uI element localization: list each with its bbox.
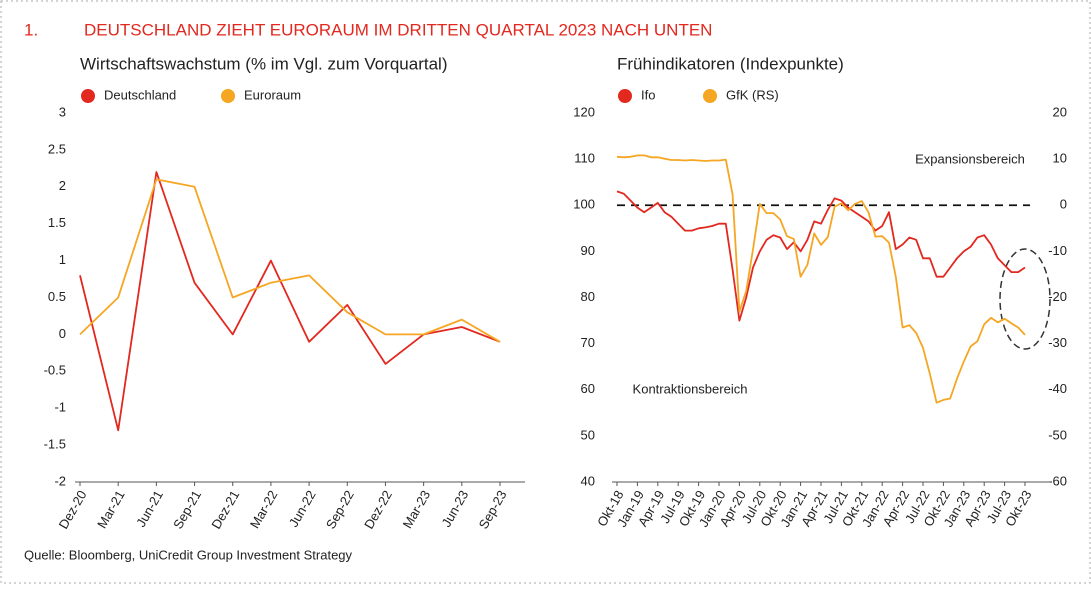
- x-tick-label: Dez-21: [208, 488, 242, 532]
- y2-tick-label: -40: [1048, 381, 1067, 396]
- legend-marker: [221, 89, 235, 103]
- legend-label: Ifo: [641, 87, 655, 102]
- x-tick-label: Jun-23: [439, 488, 472, 530]
- x-tick-label: Mar-21: [94, 488, 128, 531]
- y-tick-label: 90: [581, 243, 595, 258]
- x-tick-label: Dez-20: [56, 488, 90, 532]
- source: Quelle: Bloomberg, UniCredit Group Inves…: [24, 547, 353, 562]
- legend-label: Deutschland: [104, 87, 176, 102]
- series-line: [616, 154, 1026, 404]
- y-tick-label: 2: [59, 178, 66, 193]
- y-tick-label: 100: [573, 197, 595, 212]
- series-line: [79, 171, 501, 432]
- x-tick-label: Dez-22: [361, 488, 395, 532]
- series-line: [79, 178, 501, 343]
- highlight-ellipse: [999, 248, 1051, 350]
- y2-tick-label: -20: [1048, 289, 1067, 304]
- y2-tick-label: 20: [1053, 104, 1067, 119]
- y2-tick-label: -30: [1048, 335, 1067, 350]
- y2-tick-label: -50: [1048, 427, 1067, 442]
- y-tick-label: -1: [54, 400, 66, 415]
- x-tick-label: Sep-23: [476, 488, 510, 532]
- y2-tick-label: -60: [1048, 473, 1067, 488]
- y-tick-label: -0.5: [44, 363, 66, 378]
- y-tick-label: 50: [581, 427, 595, 442]
- y-tick-label: 110: [574, 151, 595, 166]
- legend-label: GfK (RS): [726, 87, 779, 102]
- y-tick-label: 40: [581, 473, 595, 488]
- x-tick-label: Sep-22: [323, 488, 357, 532]
- y-tick-label: 1.5: [48, 215, 66, 230]
- x-tick-label: Sep-21: [170, 488, 204, 532]
- y-tick-label: 80: [581, 289, 595, 304]
- y-tick-label: 120: [573, 104, 595, 119]
- y-tick-label: -2: [54, 473, 66, 488]
- y-tick-label: 70: [581, 335, 595, 350]
- annotation: Expansionsbereich: [915, 151, 1025, 166]
- legend-marker: [618, 89, 632, 103]
- legend-marker: [81, 89, 95, 103]
- y-tick-label: -1.5: [44, 437, 66, 452]
- chart-title: Frühindikatoren (Indexpunkte): [617, 54, 844, 73]
- y-tick-label: 0: [59, 326, 66, 341]
- x-tick-label: Mar-22: [247, 488, 281, 531]
- x-tick-label: Jun-21: [133, 488, 166, 530]
- y-tick-label: 1: [59, 252, 66, 267]
- y2-tick-label: 10: [1053, 151, 1067, 166]
- y2-tick-label: -10: [1048, 243, 1067, 258]
- y-tick-label: 60: [581, 381, 595, 396]
- legend-label: Euroraum: [244, 87, 301, 102]
- legend-marker: [703, 89, 717, 103]
- y-tick-label: 0.5: [48, 289, 66, 304]
- chart-title: Wirtschaftswachstum (% im Vgl. zum Vorqu…: [80, 54, 447, 73]
- header-title: DEUTSCHLAND ZIEHT EURORAUM IM DRITTEN QU…: [84, 20, 712, 39]
- y-tick-label: 3: [59, 104, 66, 119]
- y-tick-label: 2.5: [48, 141, 66, 156]
- x-tick-label: Jun-22: [286, 488, 319, 530]
- series-line: [616, 190, 1026, 322]
- x-tick-label: Mar-23: [400, 488, 434, 531]
- annotation: Kontraktionsbereich: [633, 381, 748, 396]
- y2-tick-label: 0: [1060, 197, 1067, 212]
- header-number: 1.: [24, 20, 38, 39]
